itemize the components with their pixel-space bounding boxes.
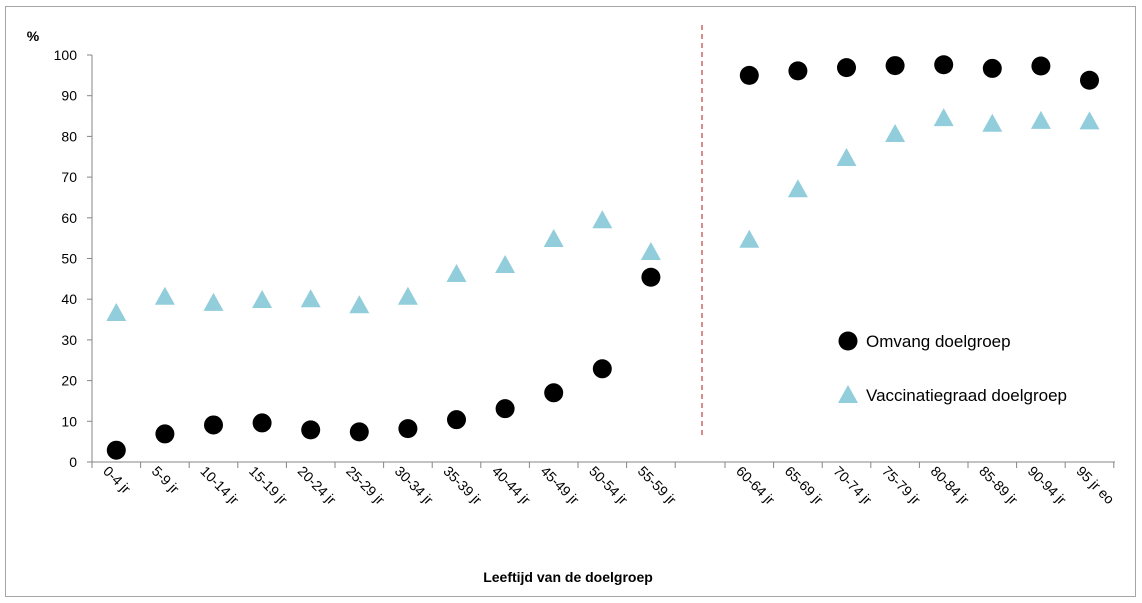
x-tick-label: 80-84 jr — [928, 463, 973, 508]
omvang-point — [885, 56, 905, 76]
omvang-point — [204, 415, 223, 435]
vaccinatiegraad-point — [640, 241, 661, 260]
y-tick-label: 100 — [54, 47, 78, 63]
chart-frame — [5, 6, 1136, 597]
omvang-point — [252, 413, 272, 433]
omvang-point — [641, 267, 661, 287]
x-tick-label: 20-24 jr — [295, 463, 340, 508]
x-tick-label: 30-34 jr — [392, 463, 437, 508]
omvang-point — [788, 61, 808, 81]
y-tick-label: 40 — [61, 291, 77, 307]
omvang-point — [349, 422, 369, 442]
vaccinatiegraad-point — [787, 179, 808, 198]
x-tick-label: 0-4 jr — [100, 463, 134, 497]
y-tick-label: 70 — [61, 169, 77, 185]
vaccinatiegraad-point — [885, 123, 906, 142]
y-tick-label: 80 — [61, 128, 77, 144]
legend-vaccinatiegraad-marker — [838, 385, 858, 403]
omvang-point — [155, 424, 175, 444]
x-tick-label: 40-44 jr — [489, 463, 534, 508]
omvang-point — [1031, 56, 1051, 76]
x-axis-title: Leeftijd van de doelgroep — [483, 569, 653, 585]
x-tick-label: 45-49 jr — [538, 463, 583, 508]
omvang-point — [544, 383, 564, 403]
x-tick-label: 60-64 jr — [733, 463, 778, 508]
y-axis-title: % — [27, 28, 40, 44]
omvang-point — [106, 440, 126, 460]
vaccinatiegraad-point — [836, 147, 857, 166]
legend-omvang-label: Omvang doelgroep — [866, 332, 1011, 351]
x-tick-label: 95 jr eo — [1073, 463, 1117, 507]
vaccinatiegraad-point — [252, 290, 273, 309]
y-tick-label: 90 — [61, 88, 77, 104]
x-tick-label: 55-59 jr — [635, 463, 680, 508]
x-tick-label: 85-89 jr — [976, 463, 1021, 508]
x-tick-label: 5-9 jr — [149, 463, 183, 497]
omvang-point — [982, 58, 1002, 78]
vaccinatiegraad-point — [397, 286, 418, 305]
vaccinatiegraad-point — [592, 210, 613, 229]
vaccinatiegraad-point — [203, 292, 224, 311]
x-tick-label: 70-74 jr — [830, 463, 875, 508]
x-tick-label: 35-39 jr — [440, 463, 485, 508]
vaccinatiegraad-point — [495, 255, 516, 274]
omvang-point — [934, 55, 954, 75]
x-tick-label: 50-54 jr — [586, 463, 631, 508]
y-tick-label: 20 — [61, 373, 77, 389]
x-tick-label: 15-19 jr — [246, 463, 291, 508]
x-tick-label: 75-79 jr — [879, 463, 924, 508]
omvang-point — [301, 420, 321, 440]
vaccinatiegraad-point — [446, 263, 467, 282]
vaccinatiegraad-point — [982, 113, 1003, 132]
omvang-point — [592, 359, 612, 379]
y-tick-label: 50 — [61, 251, 77, 267]
x-tick-label: 65-69 jr — [782, 463, 827, 508]
legend-omvang-marker — [838, 331, 858, 351]
x-tick-label: 25-29 jr — [343, 463, 388, 508]
vaccinatiegraad-point — [106, 303, 127, 322]
omvang-point — [398, 419, 418, 439]
vaccinatiegraad-point — [300, 289, 321, 308]
omvang-point — [1080, 70, 1099, 90]
vaccinatiegraad-point — [543, 228, 564, 247]
vaccinatiegraad-point — [739, 229, 760, 248]
x-tick-label: 90-94 jr — [1025, 463, 1070, 508]
y-tick-label: 10 — [61, 413, 77, 429]
y-tick-label: 60 — [61, 210, 77, 226]
vaccinatiegraad-point — [349, 295, 370, 314]
legend-vaccinatiegraad-label: Vaccinatiegraad doelgroep — [866, 386, 1067, 405]
vaccinatiegraad-point — [933, 108, 954, 127]
vaccinatiegraad-point — [1079, 111, 1100, 130]
y-tick-label: 30 — [61, 332, 77, 348]
y-tick-label: 0 — [69, 454, 77, 470]
omvang-point — [837, 58, 856, 78]
x-tick-label: 10-14 jr — [197, 463, 242, 508]
omvang-point — [495, 399, 515, 419]
omvang-point — [447, 410, 466, 430]
omvang-point — [739, 65, 759, 85]
vaccinatiegraad-point — [1030, 110, 1051, 129]
vaccinatiegraad-point — [154, 286, 175, 305]
